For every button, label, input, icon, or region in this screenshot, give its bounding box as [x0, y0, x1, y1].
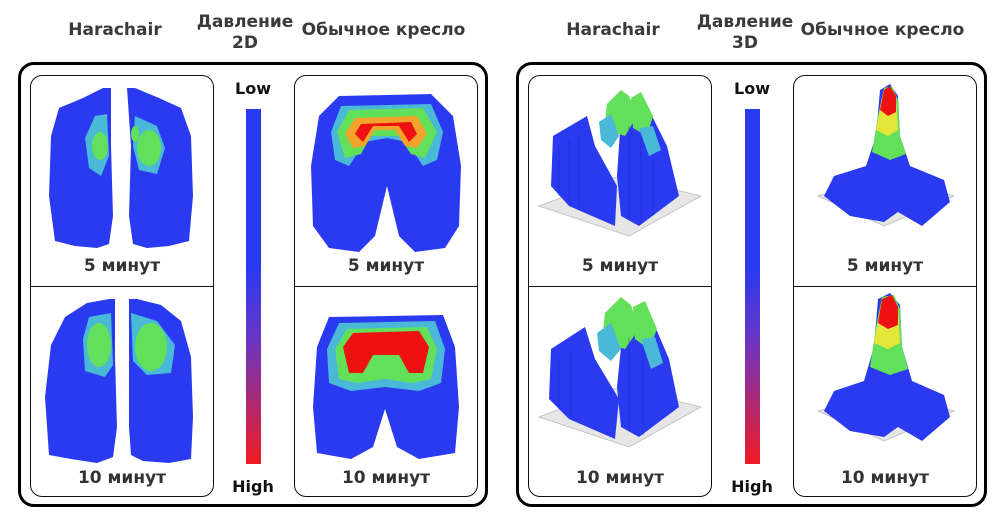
- harachair-2d-heatmap-5min: [49, 88, 193, 248]
- harachair-2d-caption-5min: 5 минут: [83, 256, 161, 276]
- regular-2d-5min: 5 минут: [295, 76, 477, 286]
- regular-3d-surface-5min: [816, 84, 956, 227]
- panel-2d: 5 минут 10 минут Low High: [18, 62, 488, 507]
- regular-3d-surface-10min: [816, 293, 956, 442]
- regular-3d-5min: 5 минут: [794, 76, 976, 286]
- header-harachair-2d: Harachair: [68, 20, 162, 40]
- header-harachair-3d: Harachair: [566, 20, 660, 40]
- regular-3d-card: 5 минут 10 минут: [793, 75, 977, 497]
- harachair-2d-heatmap-10min: [45, 299, 193, 463]
- harachair-3d-caption-10min: 10 минут: [575, 468, 665, 488]
- scale-3d-gradient-bar: [745, 109, 760, 464]
- regular-2d-caption-5min: 5 минут: [347, 256, 425, 276]
- regular-3d-caption-10min: 10 минут: [840, 468, 930, 488]
- header-pressure-3d: Давление 3D: [690, 12, 800, 54]
- regular-3d-divider: [794, 286, 976, 287]
- harachair-3d-5min: 5 минут: [529, 76, 711, 286]
- regular-2d-divider: [295, 286, 477, 287]
- scale-3d-low-label: Low: [734, 79, 770, 98]
- harachair-2d-5min: 5 минут: [31, 76, 213, 286]
- harachair-3d-10min: 10 минут: [529, 287, 711, 496]
- harachair-2d-divider: [31, 286, 213, 287]
- regular-3d-10min: 10 минут: [794, 287, 976, 496]
- header-regular-3d: Обычное кресло: [800, 20, 965, 40]
- header-pressure-2d: Давление 2D: [190, 12, 300, 54]
- scale-3d-high-label: High: [731, 477, 773, 496]
- regular-2d-heatmap-10min: [313, 315, 459, 459]
- harachair-3d-card: 5 минут 10 минут: [528, 75, 712, 497]
- harachair-2d-10min: 10 минут: [31, 287, 213, 496]
- panel-3d: 5 минут 10 минут Low High: [516, 62, 987, 507]
- harachair-3d-divider: [529, 286, 711, 287]
- header-pressure-2d-text: Давление 2D: [196, 12, 294, 53]
- harachair-2d-caption-10min: 10 минут: [77, 468, 167, 488]
- scale-2d-high-label: High: [232, 477, 274, 496]
- regular-2d-heatmap-5min: [311, 94, 461, 252]
- scale-2d-low-label: Low: [235, 79, 271, 98]
- harachair-3d-surface-5min: [537, 90, 703, 237]
- harachair-3d-caption-5min: 5 минут: [581, 256, 659, 276]
- harachair-2d-card: 5 минут 10 минут: [30, 75, 214, 497]
- header-regular-2d: Обычное кресло: [301, 20, 466, 40]
- header-pressure-3d-text: Давление 3D: [696, 12, 794, 53]
- harachair-3d-surface-10min: [537, 297, 703, 448]
- regular-2d-card: 5 минут 10 минут: [294, 75, 478, 497]
- regular-3d-caption-5min: 5 минут: [846, 256, 924, 276]
- regular-2d-10min: 10 минут: [295, 287, 477, 496]
- scale-2d-gradient-bar: [246, 109, 261, 464]
- regular-2d-caption-10min: 10 минут: [341, 468, 431, 488]
